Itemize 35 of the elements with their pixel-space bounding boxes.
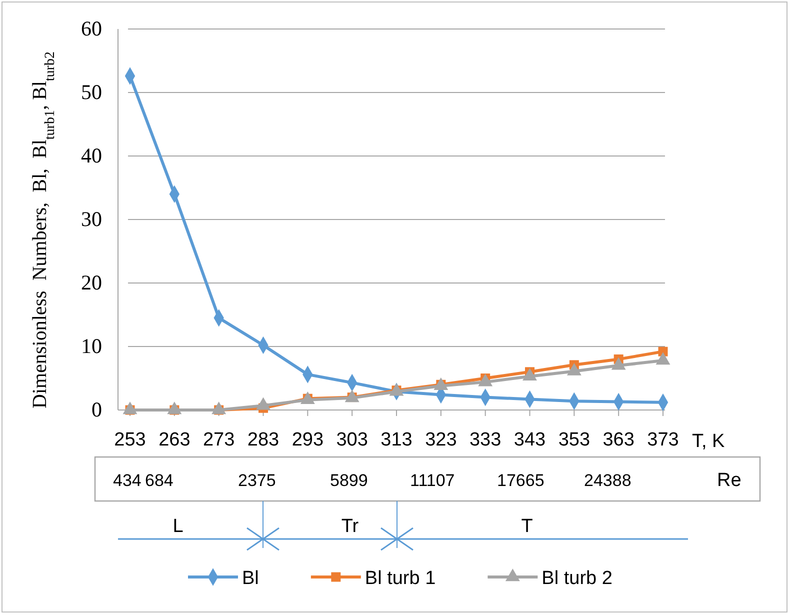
x-tick-label: 363	[602, 429, 634, 450]
y-tick-label: 50	[81, 80, 102, 104]
y-tick-label: 30	[81, 207, 102, 232]
text: T	[521, 516, 534, 537]
y-tick-label: 40	[81, 144, 102, 168]
x-tick-label: 293	[292, 429, 324, 450]
legend-label: Bl turb 2	[542, 568, 612, 589]
y-tick-label: 20	[81, 270, 102, 295]
text: 11107	[410, 471, 455, 490]
x-tick-label: 263	[158, 429, 190, 450]
text: 24388	[584, 471, 632, 490]
text: Re	[717, 470, 742, 491]
text: 434	[113, 471, 142, 490]
text: L	[172, 516, 184, 537]
x-tick-label: 253	[114, 429, 146, 450]
x-tick-label: 333	[469, 429, 502, 450]
x-tick-label: 343	[514, 429, 546, 450]
x-axis-title: T, K	[692, 431, 726, 452]
x-tick-label: 313	[380, 429, 412, 450]
legend-label: Bl turb 1	[364, 568, 436, 589]
x-tick-label: 273	[202, 429, 235, 450]
text: 17665	[497, 471, 544, 490]
text: Tr	[341, 516, 360, 537]
x-tick-label: 373	[647, 429, 679, 450]
y-tick-label: 0	[92, 398, 102, 422]
text: 5899	[330, 471, 368, 490]
y-tick-label: 10	[81, 334, 102, 358]
y-tick-label: 60	[81, 16, 102, 41]
x-tick-label: 283	[247, 429, 280, 450]
text: 684	[145, 471, 174, 490]
x-tick-label: 303	[336, 429, 368, 450]
x-tick-label: 353	[558, 429, 590, 450]
legend-label: Bl	[242, 568, 259, 589]
text: 2375	[238, 471, 276, 490]
x-tick-label: 323	[425, 429, 457, 450]
